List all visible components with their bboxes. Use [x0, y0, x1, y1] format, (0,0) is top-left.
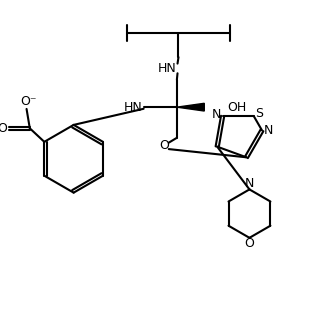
Text: O⁻: O⁻	[20, 95, 36, 108]
Text: S: S	[255, 107, 263, 120]
Polygon shape	[177, 103, 204, 111]
Text: O: O	[244, 237, 254, 250]
Text: O: O	[159, 139, 169, 152]
Text: N: N	[264, 124, 273, 137]
Text: HN: HN	[158, 62, 176, 75]
Text: OH: OH	[227, 101, 246, 114]
Text: N: N	[245, 177, 254, 190]
Text: O: O	[0, 122, 7, 135]
Text: N: N	[211, 108, 221, 121]
Text: HN: HN	[124, 101, 143, 114]
